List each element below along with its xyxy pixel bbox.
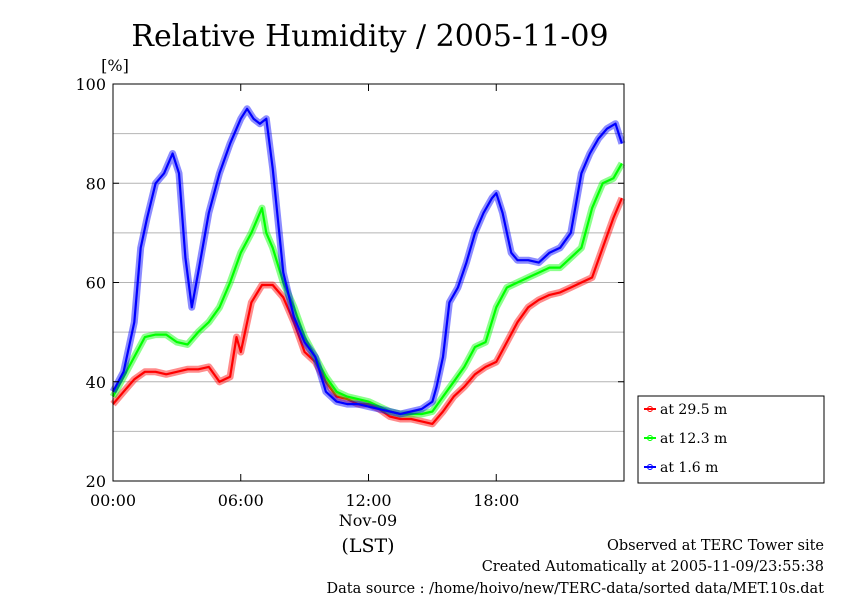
y-tick-label: 20	[86, 472, 106, 491]
y-tick-label: 60	[86, 274, 106, 293]
x-tick-label: 12:00	[345, 491, 391, 510]
legend-label: at 1.6 m	[660, 460, 718, 476]
data-series	[109, 105, 626, 428]
x-axis-label: (LST)	[341, 535, 394, 557]
x-axis-date-label: Nov-09	[339, 511, 397, 530]
x-tick-label: 18:00	[473, 491, 519, 510]
series-line	[112, 107, 623, 416]
y-axis-ticks: 20 40 60 80 100	[75, 75, 624, 491]
legend-marker	[647, 406, 653, 412]
footer-source: Data source : /home/hoivo/new/TERC-data/…	[327, 581, 825, 595]
y-axis-label: [%]	[101, 56, 129, 75]
legend-marker	[647, 464, 653, 470]
chart-title: Relative Humidity / 2005-11-09	[131, 19, 608, 54]
legend-box	[637, 395, 825, 484]
x-tick-label: 00:00	[90, 491, 136, 510]
y-tick-label: 80	[86, 174, 106, 193]
footer-created: Created Automatically at 2005-11-09/23:5…	[482, 559, 824, 575]
legend: at 29.5 m at 12.3 m at 1.6 m	[637, 395, 825, 484]
legend-label: at 29.5 m	[660, 402, 727, 418]
footer-site: Observed at TERC Tower site	[607, 538, 824, 554]
legend-label: at 12.3 m	[660, 431, 727, 447]
series-line	[112, 162, 623, 416]
series-line	[112, 197, 623, 425]
legend-marker	[647, 435, 653, 441]
y-tick-label: 100	[75, 75, 106, 94]
x-axis-ticks: 00:00 06:00 12:00 18:00	[90, 84, 519, 510]
y-tick-label: 40	[86, 373, 106, 392]
series-band	[110, 196, 626, 428]
x-tick-label: 06:00	[218, 491, 264, 510]
